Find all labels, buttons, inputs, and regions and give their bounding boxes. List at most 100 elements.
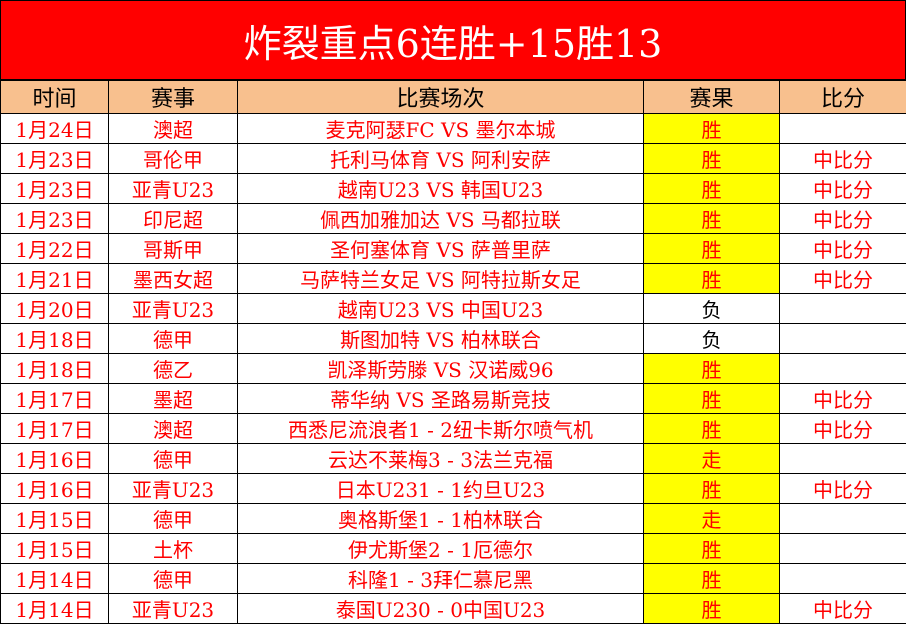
score-cell: 中比分 <box>780 384 906 414</box>
date-cell: 1月20日 <box>1 294 109 324</box>
match-cell: 伊尤斯堡2 - 1厄德尔 <box>238 534 644 564</box>
table-row: 1月17日墨超蒂华纳 VS 圣路易斯竞技胜中比分 <box>1 384 906 414</box>
date-cell: 1月24日 <box>1 114 109 144</box>
match-cell: 云达不莱梅3 - 3法兰克福 <box>238 444 644 474</box>
date-cell: 1月21日 <box>1 264 109 294</box>
match-cell: 日本U231 - 1约旦U23 <box>238 474 644 504</box>
table-row: 1月24日澳超麦克阿瑟FC VS 墨尔本城胜 <box>1 114 906 144</box>
date-cell: 1月15日 <box>1 534 109 564</box>
match-cell: 泰国U230 - 0中国U23 <box>238 594 644 624</box>
league-cell: 德甲 <box>109 444 238 474</box>
result-cell: 胜 <box>644 384 780 414</box>
league-cell: 亚青U23 <box>109 294 238 324</box>
date-cell: 1月23日 <box>1 204 109 234</box>
table-row: 1月17日澳超西悉尼流浪者1 - 2纽卡斯尔喷气机胜中比分 <box>1 414 906 444</box>
table-row: 1月23日印尼超佩西加雅加达 VS 马都拉联胜中比分 <box>1 204 906 234</box>
date-cell: 1月18日 <box>1 354 109 384</box>
score-cell: 中比分 <box>780 594 906 624</box>
score-cell <box>780 294 906 324</box>
result-cell: 胜 <box>644 474 780 504</box>
match-cell: 越南U23 VS 中国U23 <box>238 294 644 324</box>
table-row: 1月23日哥伦甲托利马体育 VS 阿利安萨胜中比分 <box>1 144 906 174</box>
date-cell: 1月16日 <box>1 444 109 474</box>
score-cell: 中比分 <box>780 204 906 234</box>
league-cell: 德甲 <box>109 564 238 594</box>
score-cell <box>780 564 906 594</box>
table-row: 1月16日德甲云达不莱梅3 - 3法兰克福走 <box>1 444 906 474</box>
match-cell: 越南U23 VS 韩国U23 <box>238 174 644 204</box>
league-cell: 土杯 <box>109 534 238 564</box>
league-cell: 墨超 <box>109 384 238 414</box>
league-cell: 亚青U23 <box>109 174 238 204</box>
score-cell <box>780 354 906 384</box>
match-cell: 圣何塞体育 VS 萨普里萨 <box>238 234 644 264</box>
date-cell: 1月14日 <box>1 564 109 594</box>
result-cell: 走 <box>644 444 780 474</box>
score-cell: 中比分 <box>780 414 906 444</box>
result-cell: 胜 <box>644 204 780 234</box>
page-title: 炸裂重点6连胜+15胜13 <box>0 0 906 80</box>
match-cell: 奥格斯堡1 - 1柏林联合 <box>238 504 644 534</box>
result-cell: 胜 <box>644 114 780 144</box>
score-cell: 中比分 <box>780 474 906 504</box>
league-cell: 亚青U23 <box>109 594 238 624</box>
date-cell: 1月23日 <box>1 144 109 174</box>
header-row: 时间 赛事 比赛场次 赛果 比分 <box>1 81 906 114</box>
league-cell: 德乙 <box>109 354 238 384</box>
header-match: 比赛场次 <box>238 81 644 114</box>
league-cell: 德甲 <box>109 504 238 534</box>
table-row: 1月15日土杯伊尤斯堡2 - 1厄德尔胜 <box>1 534 906 564</box>
date-cell: 1月16日 <box>1 474 109 504</box>
table-row: 1月14日德甲科隆1 - 3拜仁慕尼黑胜 <box>1 564 906 594</box>
result-cell: 胜 <box>644 234 780 264</box>
score-cell <box>780 504 906 534</box>
date-cell: 1月22日 <box>1 234 109 264</box>
league-cell: 澳超 <box>109 414 238 444</box>
score-cell: 中比分 <box>780 264 906 294</box>
result-cell: 胜 <box>644 414 780 444</box>
match-cell: 蒂华纳 VS 圣路易斯竞技 <box>238 384 644 414</box>
result-cell: 胜 <box>644 594 780 624</box>
score-cell: 中比分 <box>780 174 906 204</box>
match-cell: 托利马体育 VS 阿利安萨 <box>238 144 644 174</box>
league-cell: 哥伦甲 <box>109 144 238 174</box>
table-row: 1月22日哥斯甲圣何塞体育 VS 萨普里萨胜中比分 <box>1 234 906 264</box>
table-row: 1月18日德甲斯图加特 VS 柏林联合负 <box>1 324 906 354</box>
result-cell: 负 <box>644 294 780 324</box>
result-cell: 负 <box>644 324 780 354</box>
result-cell: 胜 <box>644 144 780 174</box>
match-cell: 凯泽斯劳滕 VS 汉诺威96 <box>238 354 644 384</box>
score-cell <box>780 324 906 354</box>
score-cell: 中比分 <box>780 144 906 174</box>
date-cell: 1月18日 <box>1 324 109 354</box>
date-cell: 1月14日 <box>1 594 109 624</box>
match-cell: 西悉尼流浪者1 - 2纽卡斯尔喷气机 <box>238 414 644 444</box>
result-cell: 胜 <box>644 174 780 204</box>
date-cell: 1月23日 <box>1 174 109 204</box>
match-cell: 麦克阿瑟FC VS 墨尔本城 <box>238 114 644 144</box>
league-cell: 德甲 <box>109 324 238 354</box>
score-cell: 中比分 <box>780 234 906 264</box>
result-cell: 走 <box>644 504 780 534</box>
league-cell: 墨西女超 <box>109 264 238 294</box>
score-cell <box>780 444 906 474</box>
date-cell: 1月17日 <box>1 384 109 414</box>
match-cell: 科隆1 - 3拜仁慕尼黑 <box>238 564 644 594</box>
match-cell: 佩西加雅加达 VS 马都拉联 <box>238 204 644 234</box>
table-row: 1月15日德甲奥格斯堡1 - 1柏林联合走 <box>1 504 906 534</box>
result-cell: 胜 <box>644 264 780 294</box>
match-cell: 斯图加特 VS 柏林联合 <box>238 324 644 354</box>
header-date: 时间 <box>1 81 109 114</box>
header-result: 赛果 <box>644 81 780 114</box>
match-cell: 马萨特兰女足 VS 阿特拉斯女足 <box>238 264 644 294</box>
result-cell: 胜 <box>644 564 780 594</box>
result-cell: 胜 <box>644 354 780 384</box>
table-row: 1月21日墨西女超马萨特兰女足 VS 阿特拉斯女足胜中比分 <box>1 264 906 294</box>
result-cell: 胜 <box>644 534 780 564</box>
